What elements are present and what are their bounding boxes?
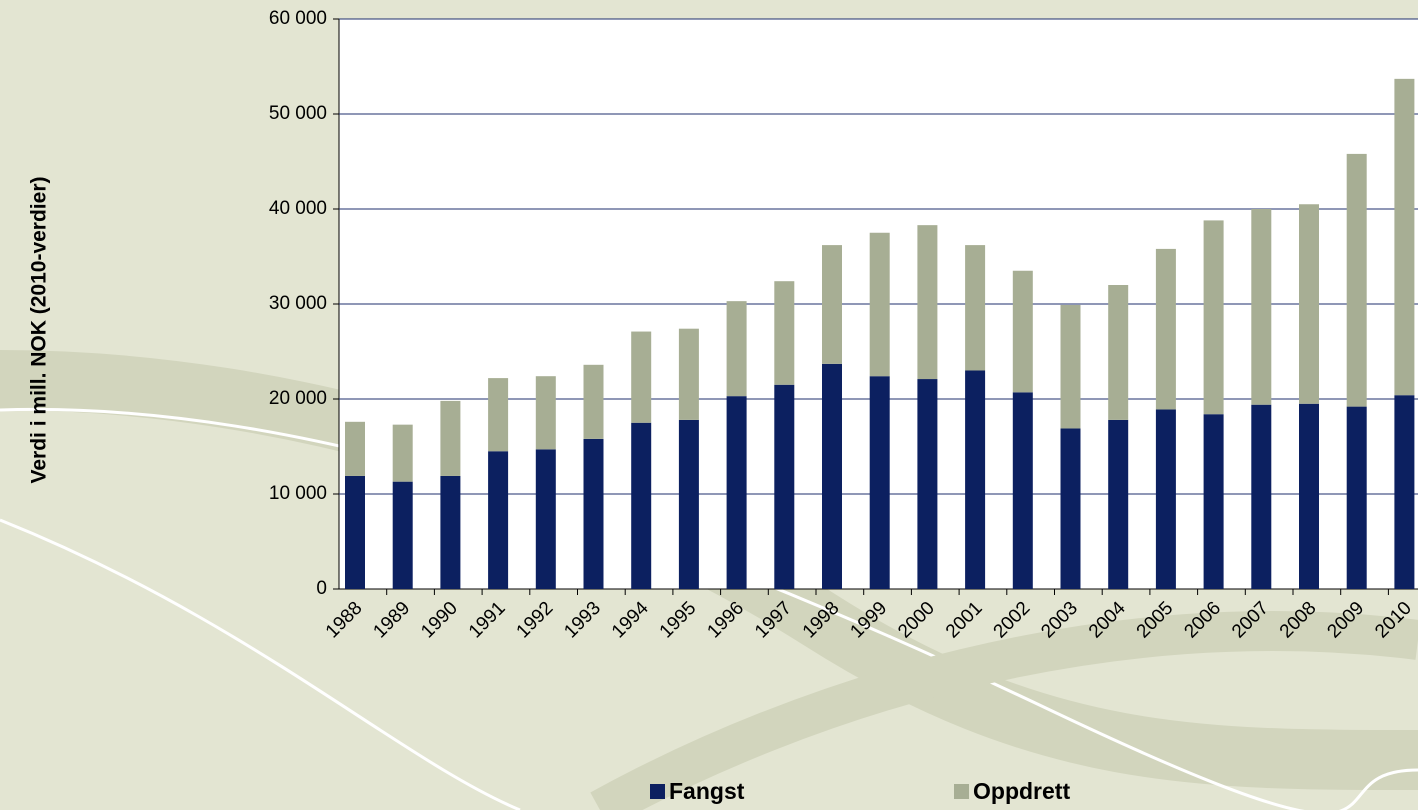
y-tick-label: 30 000: [269, 293, 327, 314]
bar-segment: [965, 371, 985, 590]
bar-segment: [774, 385, 794, 589]
bar-segment: [1108, 285, 1128, 420]
bar-segment: [440, 476, 460, 589]
y-tick-label: 40 000: [269, 198, 327, 219]
legend-swatch: [954, 784, 969, 799]
bar-segment: [584, 365, 604, 439]
x-tick-label: 1993: [560, 598, 605, 643]
x-tick-label: 1990: [417, 598, 462, 643]
bar-segment: [1013, 271, 1033, 393]
legend-label: Oppdrett: [973, 778, 1070, 804]
bar-segment: [536, 376, 556, 449]
bar-segment: [1061, 305, 1081, 429]
bar-segment: [488, 451, 508, 589]
bar-segment: [1108, 420, 1128, 589]
bar-segment: [1394, 79, 1414, 395]
legend: Fangst Oppdrett: [650, 778, 1070, 804]
bar-segment: [965, 245, 985, 370]
bar-segment: [1204, 414, 1224, 589]
y-tick-label: 50 000: [269, 103, 327, 124]
bar-segment: [1347, 407, 1367, 589]
y-axis-title: Verdi i mill. NOK (2010-verdier): [28, 177, 51, 484]
x-tick-label: 1995: [656, 598, 701, 643]
bar-segment: [727, 301, 747, 396]
bar-segment: [1061, 428, 1081, 589]
y-tick-label: 60 000: [269, 8, 327, 29]
bar-segment: [1156, 249, 1176, 410]
bar-segment: [631, 423, 651, 589]
bar-segment: [1347, 154, 1367, 407]
bar-segment: [488, 378, 508, 451]
bar-segment: [727, 396, 747, 589]
y-tick-label: 20 000: [269, 388, 327, 409]
x-tick-label: 2001: [942, 598, 987, 643]
legend-swatch: [650, 784, 665, 799]
bar-segment: [917, 225, 937, 379]
chart: Verdi i mill. NOK (2010-verdier) 0 10 000…: [0, 0, 1418, 810]
bar-segment: [1251, 209, 1271, 405]
x-tick-label: 1988: [322, 598, 367, 643]
bar-segment: [345, 476, 365, 589]
bar-segment: [822, 245, 842, 364]
bar-segment: [631, 332, 651, 423]
bar-segment: [870, 233, 890, 376]
y-tick-label: 0: [316, 578, 327, 599]
x-tick-label: 1991: [465, 598, 510, 643]
x-tick-label: 1989: [369, 598, 414, 643]
bar-segment: [584, 439, 604, 589]
bar-segment: [870, 376, 890, 589]
y-tick-label: 10 000: [269, 483, 327, 504]
x-tick-label: 1994: [608, 597, 653, 642]
bar-segment: [393, 482, 413, 589]
bar-segment: [1299, 404, 1319, 589]
x-tick-label: 1992: [513, 598, 558, 643]
bar-segment: [1251, 405, 1271, 589]
bar-segment: [345, 422, 365, 476]
bar-segment: [679, 420, 699, 589]
bar-segment: [1299, 204, 1319, 404]
legend-label: Fangst: [669, 778, 745, 804]
bar-segment: [440, 401, 460, 476]
bar-segment: [822, 364, 842, 589]
bar-segment: [1013, 392, 1033, 589]
bar-segment: [1204, 220, 1224, 414]
bar-segment: [1394, 395, 1414, 589]
bar-segment: [536, 449, 556, 589]
bar-segment: [393, 425, 413, 482]
bar-segment: [1156, 409, 1176, 589]
bar-segment: [774, 281, 794, 385]
bar-segment: [917, 379, 937, 589]
bar-segment: [679, 329, 699, 420]
